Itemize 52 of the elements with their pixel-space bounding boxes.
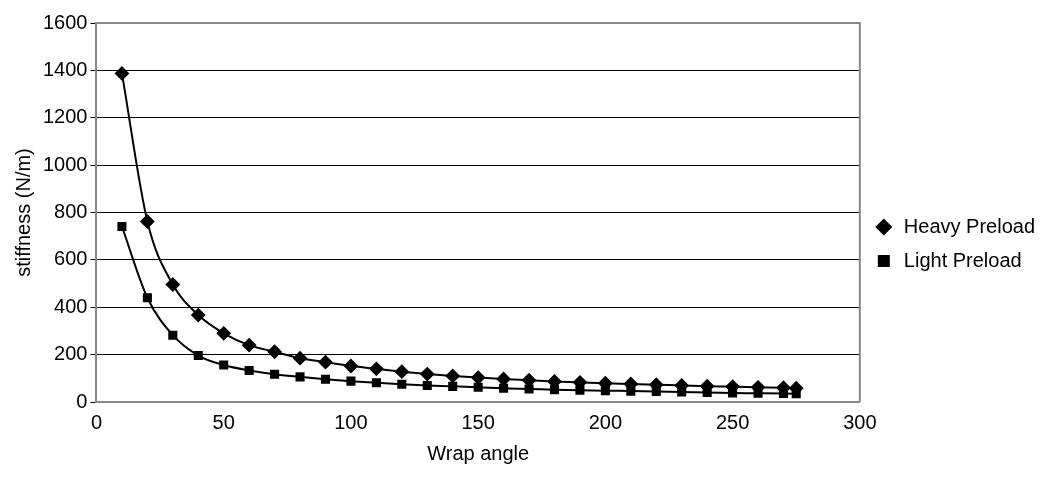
point [471, 370, 486, 385]
point [244, 365, 254, 376]
point [318, 355, 333, 370]
legend-label: Light Preload [903, 248, 1022, 271]
point [394, 364, 409, 379]
point [242, 338, 257, 353]
point [191, 308, 206, 323]
point [140, 214, 155, 229]
x-tick-label: 200 [588, 410, 623, 433]
y-tick-label: 0 [76, 389, 88, 412]
y-tick-label: 1600 [42, 10, 88, 33]
x-tick-label: 50 [212, 410, 235, 433]
y-tick-label: 1400 [42, 57, 88, 80]
point [168, 330, 178, 340]
point [448, 381, 458, 391]
point [473, 382, 483, 392]
point [524, 384, 534, 394]
point [267, 344, 282, 359]
x-axis-title: Wrap angle [427, 441, 530, 464]
y-tick-label: 1200 [42, 105, 88, 128]
point [216, 326, 231, 341]
x-tick-label: 100 [334, 410, 368, 433]
point [114, 66, 129, 81]
x-tick-label: 250 [715, 410, 750, 433]
point [397, 379, 407, 389]
point [369, 361, 384, 376]
point [270, 369, 280, 379]
point [295, 372, 305, 382]
point [371, 378, 381, 388]
legend-label: Heavy Preload [903, 214, 1036, 237]
point [346, 376, 356, 386]
y-tick-label: 600 [54, 247, 88, 270]
y-tick-label: 1000 [42, 152, 88, 175]
y-tick-label: 400 [54, 294, 88, 317]
y-axis-title: stiffness (N/m) [11, 148, 34, 277]
x-tick-label: 0 [90, 410, 103, 433]
point [422, 380, 432, 390]
point [343, 359, 358, 373]
y-tick-label: 200 [54, 342, 88, 365]
point [165, 277, 180, 292]
point [293, 351, 308, 366]
point [142, 293, 152, 303]
point [320, 374, 331, 384]
x-tick-label: 300 [843, 410, 877, 433]
y-tick-label: 800 [54, 200, 88, 223]
point [445, 368, 460, 383]
x-tick-label: 150 [461, 410, 495, 433]
point [499, 383, 509, 393]
point [193, 351, 203, 361]
point [420, 367, 435, 382]
point [219, 360, 229, 370]
point [117, 221, 127, 232]
